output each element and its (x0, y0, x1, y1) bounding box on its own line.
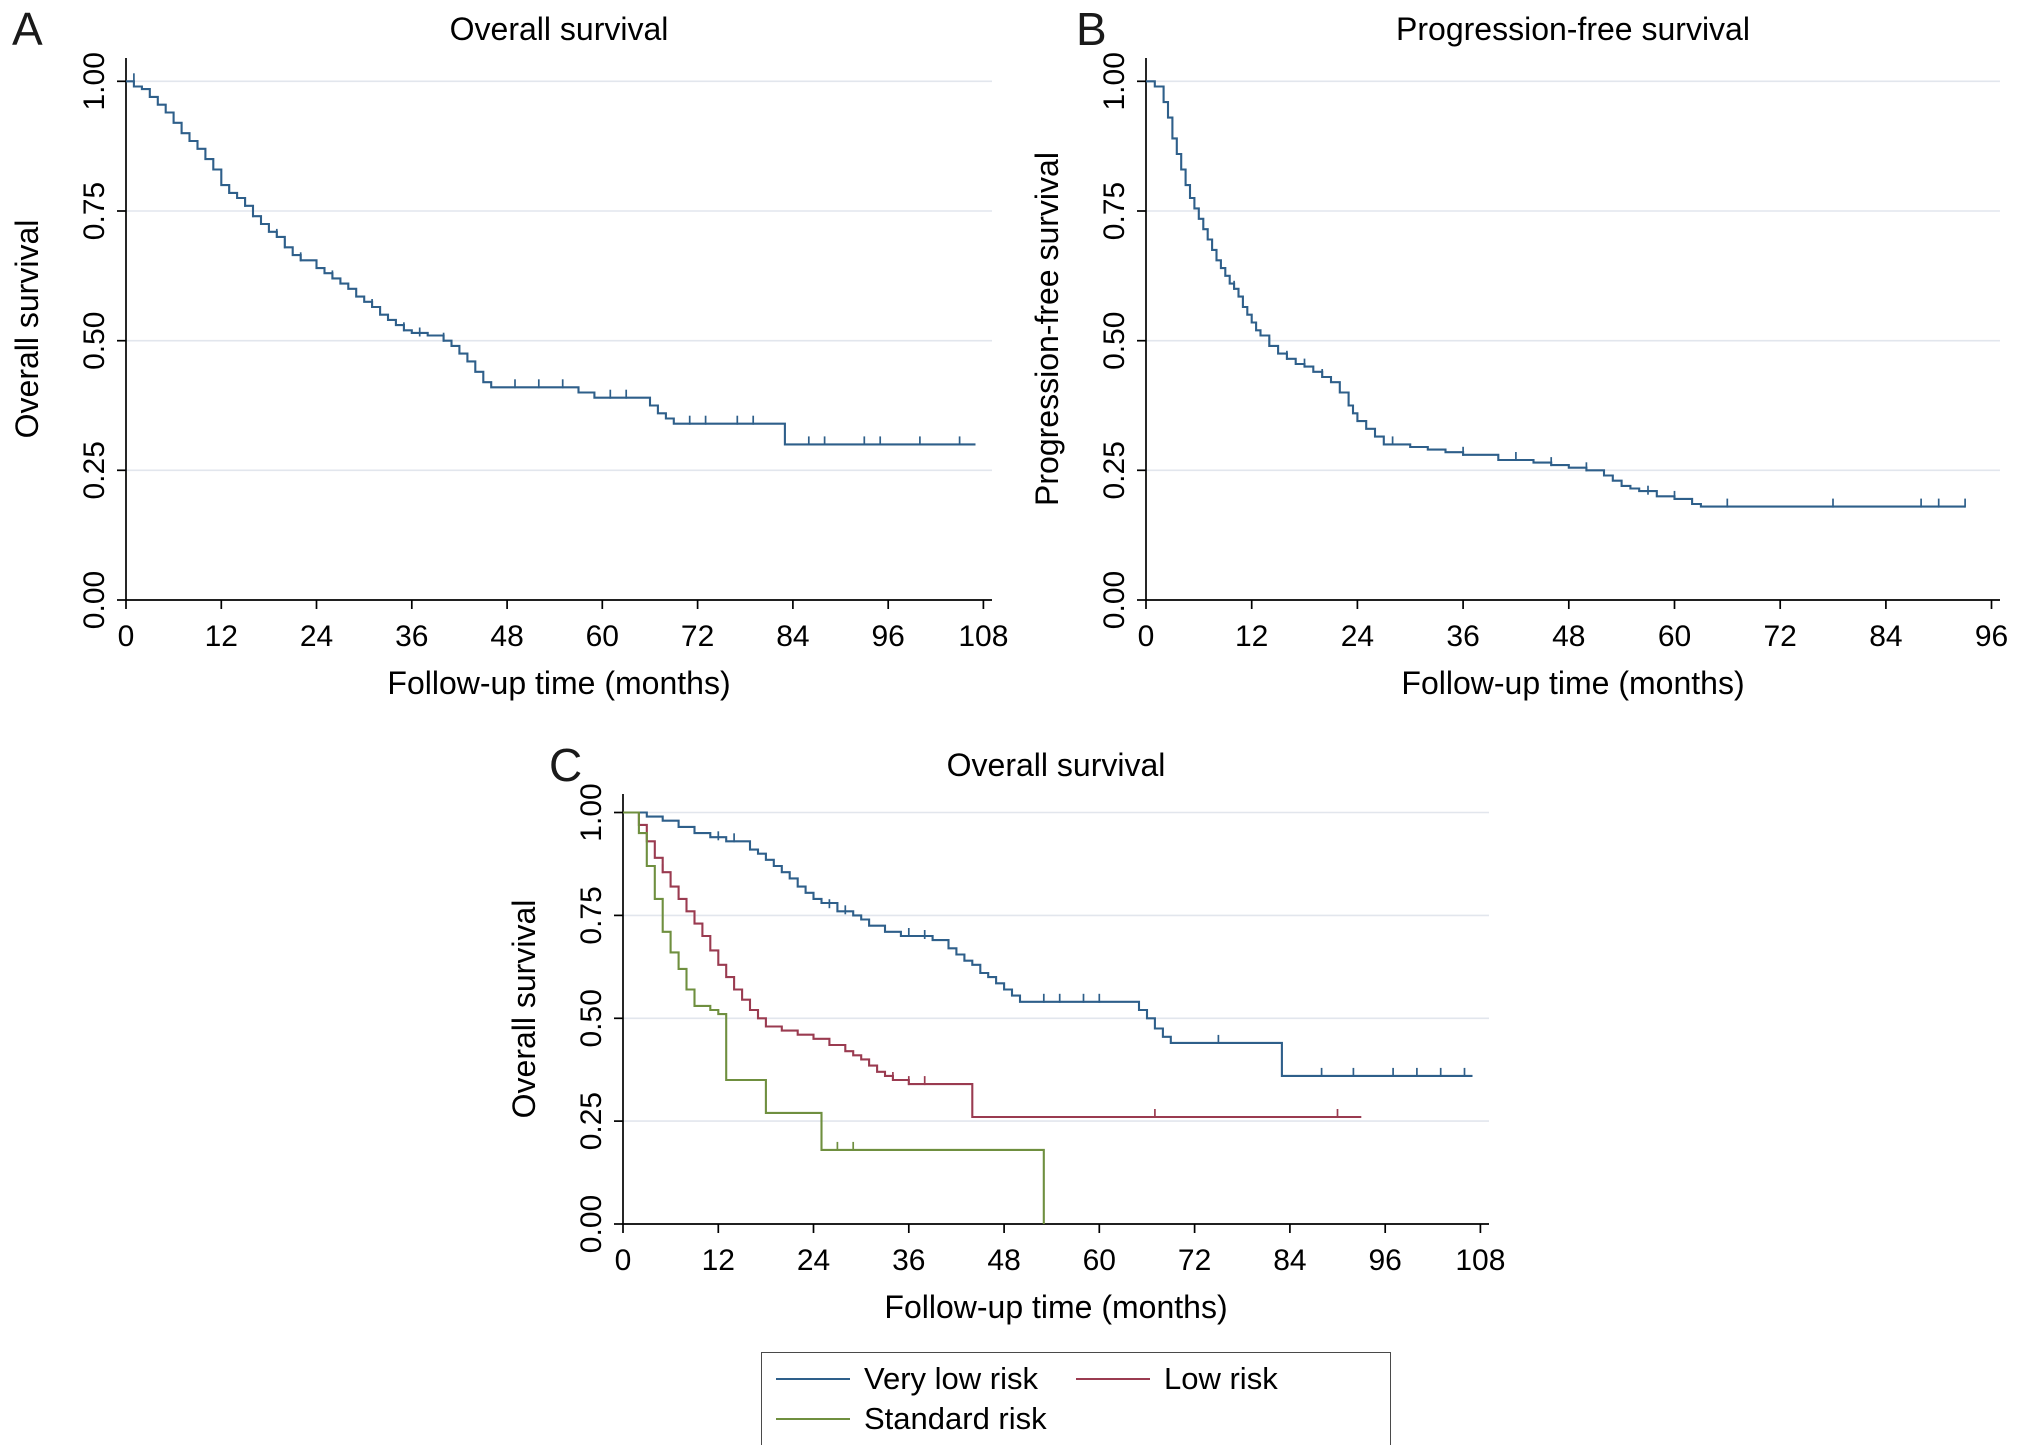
x-tick-label: 96 (872, 620, 905, 653)
x-tick-label: 60 (586, 620, 619, 653)
progression-free-survival-plot: 0 12 24 36 48 60 72 84 96 0.00 0.25 0.50 0.75 1.00 Pro… (1029, 11, 2008, 701)
x-tick-label: 0 (1138, 620, 1155, 653)
x-tick-label: 96 (1975, 620, 2008, 653)
panel-a-overall-survival: A 0 12 24 36 48 60 72 84 96 108 0.00 0.25 0.50 0.75 1.… (8, 6, 1020, 718)
legend-line-low-risk (1076, 1378, 1150, 1380)
panel-label-c: C (549, 739, 583, 791)
y-tick-label: 1.00 (78, 52, 111, 110)
x-tick-label: 48 (1552, 620, 1585, 653)
y-tick-label: 0.50 (1098, 312, 1131, 370)
x-axis-label: Follow-up time (months) (884, 1289, 1227, 1325)
x-tick-label: 12 (702, 1244, 735, 1277)
y-tick-label: 0.00 (1098, 571, 1131, 629)
y-tick-label: 0.75 (1098, 182, 1131, 240)
x-tick-label: 48 (987, 1244, 1020, 1277)
x-tick-label: 108 (958, 620, 1008, 653)
y-tick-label: 0.50 (575, 989, 608, 1047)
km-curve-low-risk (623, 811, 1362, 1119)
panel-label-a: A (12, 3, 43, 55)
x-tick-label: 0 (118, 620, 135, 653)
x-tick-label: 12 (205, 620, 238, 653)
legend-label-very-low-risk: Very low risk (864, 1361, 1038, 1396)
y-tick-label: 0.75 (78, 182, 111, 240)
y-tick-label: 0.25 (78, 441, 111, 499)
y-tick-label: 0.50 (78, 312, 111, 370)
plot-title: Progression-free survival (1396, 11, 1750, 47)
plot-title: Overall survival (947, 747, 1166, 783)
km-curve-very-low-risk (623, 811, 1473, 1077)
legend-label-standard-risk: Standard risk (864, 1401, 1047, 1436)
x-tick-label: 0 (615, 1244, 632, 1277)
x-tick-label: 48 (490, 620, 523, 653)
x-tick-label: 96 (1369, 1244, 1402, 1277)
x-tick-label: 12 (1235, 620, 1268, 653)
panel-label-b: B (1076, 3, 1107, 55)
legend-line-very-low-risk (776, 1378, 850, 1380)
y-axis-label: Overall survival (9, 220, 45, 439)
legend-label-low-risk: Low risk (1164, 1361, 1278, 1396)
x-tick-label: 24 (797, 1244, 830, 1277)
y-tick-label: 1.00 (1098, 52, 1131, 110)
y-tick-label: 0.00 (78, 571, 111, 629)
legend-item-standard-risk: Standard risk (776, 1401, 1076, 1437)
y-tick-label: 1.00 (575, 783, 608, 841)
x-tick-label: 84 (1869, 620, 1902, 653)
x-tick-label: 108 (1455, 1244, 1505, 1277)
x-tick-label: 72 (1178, 1244, 1211, 1277)
km-curve-all-patients (126, 80, 976, 446)
x-tick-label: 72 (1764, 620, 1797, 653)
legend-line-standard-risk (776, 1418, 850, 1420)
km-curve-all-patients (1146, 80, 1966, 508)
x-tick-label: 36 (892, 1244, 925, 1277)
x-tick-label: 72 (681, 620, 714, 653)
legend-item-low-risk: Low risk (1076, 1361, 1376, 1397)
risk-group-legend: Very low risk Low risk Standard risk (761, 1352, 1391, 1445)
x-tick-label: 60 (1658, 620, 1691, 653)
plot-title: Overall survival (450, 11, 669, 47)
y-tick-label: 0.25 (1098, 441, 1131, 499)
x-tick-label: 24 (300, 620, 333, 653)
panel-b-progression-free-survival: B 0 12 24 36 48 60 72 84 96 0.00 0.25 0.50 0.75 1.00 P… (1028, 6, 2028, 718)
x-tick-label: 24 (1341, 620, 1374, 653)
x-axis-label: Follow-up time (months) (1401, 665, 1744, 701)
x-tick-label: 36 (1446, 620, 1479, 653)
x-axis-label: Follow-up time (months) (387, 665, 730, 701)
y-tick-label: 0.25 (575, 1092, 608, 1150)
y-tick-label: 0.00 (575, 1195, 608, 1253)
y-axis-label: Progression-free survival (1029, 152, 1065, 506)
overall-survival-by-risk-plot: 0 12 24 36 48 60 72 84 96 108 0.00 0.25 0.50 0.75 1.00… (506, 747, 1505, 1325)
x-tick-label: 84 (1273, 1244, 1306, 1277)
overall-survival-plot: 0 12 24 36 48 60 72 84 96 108 0.00 0.25 0.50 0.75 1.00… (9, 11, 1008, 701)
y-axis-label: Overall survival (506, 900, 542, 1119)
km-curve-standard-risk (623, 811, 1045, 1224)
x-tick-label: 60 (1083, 1244, 1116, 1277)
legend-item-very-low-risk: Very low risk (776, 1361, 1076, 1397)
y-tick-label: 0.75 (575, 886, 608, 944)
panel-c-overall-survival-by-risk: C 0 12 24 36 48 60 72 84 96 108 0.00 0.25 0.50 0.75 1.… (505, 742, 1517, 1342)
x-tick-label: 36 (395, 620, 428, 653)
x-tick-label: 84 (776, 620, 809, 653)
